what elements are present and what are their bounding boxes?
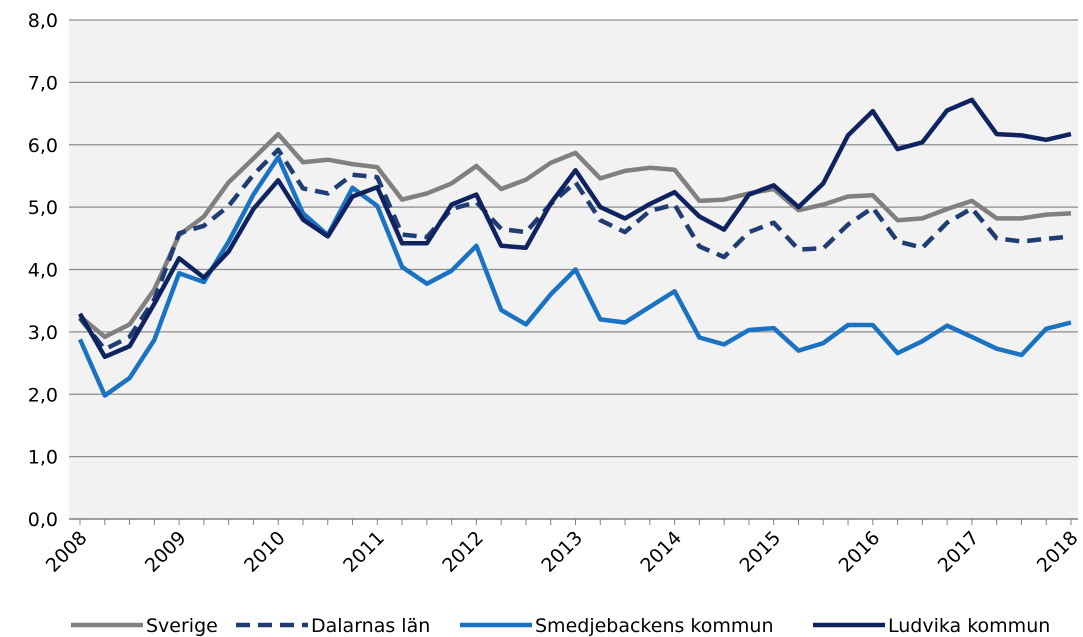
x-tick-label: 2011 xyxy=(339,527,389,577)
y-tick-label: 4,0 xyxy=(28,260,58,282)
y-tick-label: 1,0 xyxy=(28,447,58,469)
x-tick-label: 2015 xyxy=(735,527,785,577)
x-tick-label: 2009 xyxy=(141,527,191,577)
gridlines xyxy=(69,19,1078,458)
legend: Sverige Dalarnas län Smedjebackens kommun L… xyxy=(71,615,1050,637)
legend-label-1: Dalarnas län xyxy=(311,615,430,637)
x-tick-label: 2016 xyxy=(835,527,885,577)
legend-label-2: Smedjebackens kommun xyxy=(535,615,773,637)
y-tick-label: 0,0 xyxy=(28,509,58,531)
x-tick-label: 2012 xyxy=(438,527,488,577)
x-tick-label: 2013 xyxy=(537,527,587,577)
x-tick-label: 2010 xyxy=(240,527,290,577)
y-tick-label: 2,0 xyxy=(28,384,58,406)
series-line-3 xyxy=(78,97,1072,360)
legend-label-3: Ludvika kommun xyxy=(888,615,1050,637)
y-tick-label: 6,0 xyxy=(28,135,58,157)
series-line-0 xyxy=(78,131,1072,340)
x-tick-label: 2014 xyxy=(636,527,686,577)
x-axis-labels: 2008 2009 2010 2011 2012 2013 2014 2015 2016 2017… xyxy=(42,527,1083,577)
x-tick-label: 2018 xyxy=(1033,527,1083,577)
series-line-2 xyxy=(77,154,1072,398)
x-tick-label: 2017 xyxy=(934,527,984,577)
y-tick-label: 5,0 xyxy=(28,197,58,219)
y-tick-label: 3,0 xyxy=(28,322,58,344)
y-tick-label: 7,0 xyxy=(28,72,58,94)
y-axis-labels: 0,0 1,0 2,0 3,0 4,0 5,0 6,0 7,0 8,0 xyxy=(28,10,58,531)
x-axis-ticks xyxy=(79,519,1072,525)
series-lines xyxy=(77,97,1072,398)
x-tick-label: 2008 xyxy=(42,527,92,577)
y-tick-label: 8,0 xyxy=(28,10,58,32)
legend-label-0: Sverige xyxy=(146,615,218,637)
series-line-1 xyxy=(78,147,1072,352)
